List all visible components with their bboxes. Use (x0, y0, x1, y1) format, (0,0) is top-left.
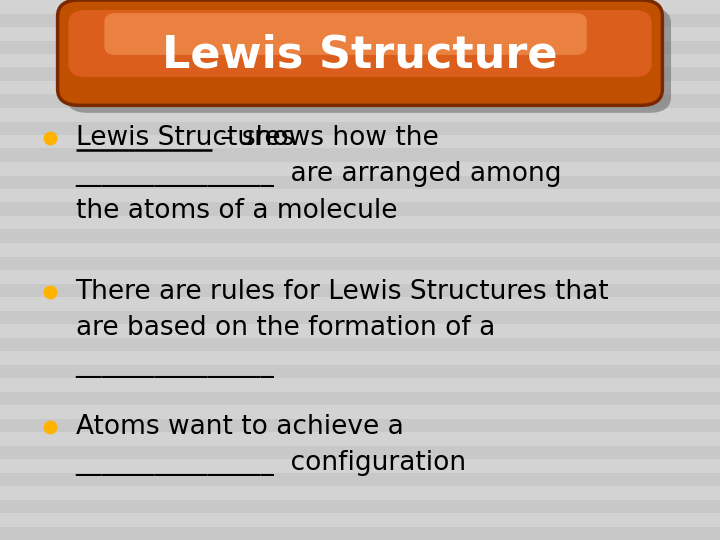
FancyBboxPatch shape (0, 230, 720, 243)
Text: Lewis Structures: Lewis Structures (76, 125, 294, 151)
FancyBboxPatch shape (0, 202, 720, 216)
FancyBboxPatch shape (0, 418, 720, 432)
FancyBboxPatch shape (0, 526, 720, 540)
Text: Atoms want to achieve a: Atoms want to achieve a (76, 414, 403, 440)
FancyBboxPatch shape (0, 40, 720, 54)
FancyBboxPatch shape (0, 68, 720, 81)
FancyBboxPatch shape (0, 446, 720, 459)
FancyBboxPatch shape (0, 176, 720, 189)
FancyBboxPatch shape (0, 472, 720, 486)
FancyBboxPatch shape (0, 284, 720, 297)
FancyBboxPatch shape (68, 10, 652, 77)
Text: _______________: _______________ (76, 352, 274, 378)
Text: the atoms of a molecule: the atoms of a molecule (76, 198, 397, 224)
FancyBboxPatch shape (0, 148, 720, 162)
FancyBboxPatch shape (0, 14, 720, 27)
Text: Lewis Structure: Lewis Structure (162, 33, 558, 76)
FancyBboxPatch shape (58, 0, 662, 105)
Text: _______________  configuration: _______________ configuration (76, 450, 467, 476)
Text: – shows how the: – shows how the (212, 125, 438, 151)
Text: There are rules for Lewis Structures that: There are rules for Lewis Structures tha… (76, 279, 609, 305)
FancyBboxPatch shape (0, 310, 720, 324)
FancyBboxPatch shape (0, 364, 720, 378)
FancyBboxPatch shape (0, 500, 720, 513)
FancyBboxPatch shape (0, 392, 720, 405)
FancyBboxPatch shape (0, 122, 720, 135)
FancyBboxPatch shape (0, 256, 720, 270)
FancyBboxPatch shape (104, 13, 587, 55)
FancyBboxPatch shape (0, 94, 720, 108)
Text: _______________  are arranged among: _______________ are arranged among (76, 161, 562, 187)
FancyBboxPatch shape (0, 338, 720, 351)
Text: are based on the formation of a: are based on the formation of a (76, 315, 495, 341)
FancyBboxPatch shape (66, 8, 671, 113)
